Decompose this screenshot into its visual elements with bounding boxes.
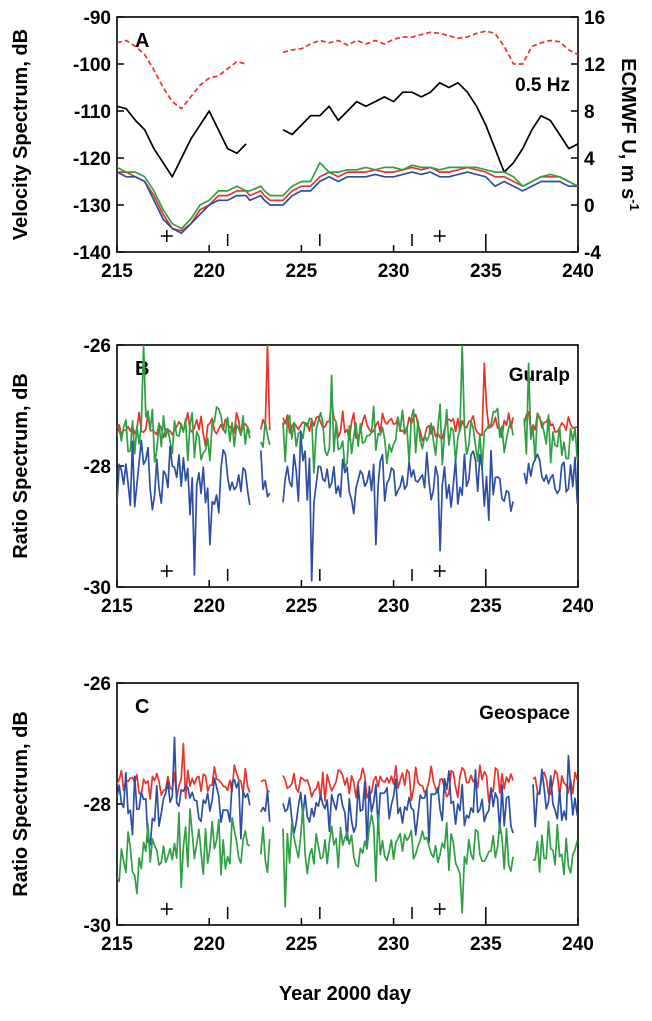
series-line [117, 805, 578, 914]
y-tick-label: -30 [84, 916, 111, 937]
y-tick-label: -110 [74, 102, 111, 123]
series-line [117, 736, 578, 846]
y-tick-label: -100 [73, 55, 111, 76]
y-tick-label: -120 [73, 149, 111, 170]
x-tick-label: 235 [470, 261, 502, 282]
series-line [117, 345, 578, 474]
y2-axis-label-superscript: -1 [627, 199, 642, 211]
y-axis-label: Ratio Spectrum, dB [10, 373, 32, 559]
series-line [117, 166, 578, 232]
x-tick-label: 220 [193, 261, 225, 282]
x-tick-label: 240 [562, 596, 594, 617]
x-tick-label: 215 [101, 261, 133, 282]
y2-tick-label: 4 [584, 149, 595, 170]
series-line [117, 30, 578, 110]
panel-b: 215 220 225 230 235 240 -30 -28 -26 Ratio Spectru… [10, 336, 594, 617]
x-tick-label: 215 [101, 596, 133, 617]
series-line [117, 81, 578, 178]
x-tick-label: 220 [193, 934, 225, 955]
series-line [117, 742, 578, 804]
series-line [117, 431, 578, 582]
x-tick-label: 230 [378, 934, 410, 955]
y-tick-label: -26 [84, 336, 111, 357]
series-line [117, 161, 578, 230]
x-axis-label: Year 2000 day [279, 983, 412, 1005]
x-tick-label: 235 [470, 934, 502, 955]
y-tick-label: -30 [84, 578, 111, 599]
x-tick-label: 225 [286, 261, 318, 282]
panel-label: A [135, 30, 149, 52]
y2-tick-label: 12 [584, 55, 605, 76]
x-tick-label: 230 [378, 596, 410, 617]
y2-axis-label: ECMWF U, m s-1 [617, 58, 642, 211]
x-tick-label: 215 [101, 934, 133, 955]
series-group [117, 30, 578, 235]
x-tick-label: 225 [286, 596, 318, 617]
panel-label: C [135, 696, 149, 718]
series-group [117, 345, 578, 582]
y-tick-label: -140 [73, 243, 111, 264]
y-tick-label: -26 [84, 674, 111, 695]
x-tick-label: 220 [193, 596, 225, 617]
y2-tick-label: -4 [584, 243, 601, 264]
panel-annotation: Geospace [479, 703, 570, 724]
panel-annotation: 0.5 Hz [515, 75, 570, 96]
x-tick-label: 230 [378, 261, 410, 282]
y2-tick-label: 0 [584, 196, 595, 217]
y-tick-label: -130 [73, 196, 111, 217]
series-group [117, 736, 578, 914]
x-tick-label: 225 [286, 934, 318, 955]
y-axis-label: Velocity Spectrum, dB [10, 29, 32, 240]
panel-annotation: Guralp [509, 365, 570, 386]
y2-tick-label: 16 [584, 8, 605, 29]
y2-axis-label-text: ECMWF U, m s [617, 58, 639, 199]
panel-a: 215 220 225 230 235 240-140-130-120-110-100-9… [10, 8, 642, 282]
plot-frame [116, 16, 579, 253]
series-line [117, 171, 578, 235]
y-tick-label: -28 [84, 795, 111, 816]
panel-c: 215 220 225 230 235 240 -30 -28 -26 Ratio Spectru… [10, 674, 594, 955]
x-tick-label: 240 [562, 261, 594, 282]
x-tick-label: 235 [470, 596, 502, 617]
y-axis-label: Ratio Spectrum, dB [10, 711, 32, 897]
x-tick-label: 240 [562, 934, 594, 955]
y-tick-label: -90 [84, 8, 111, 29]
y2-tick-label: 8 [584, 102, 595, 123]
y-tick-label: -28 [84, 457, 111, 478]
